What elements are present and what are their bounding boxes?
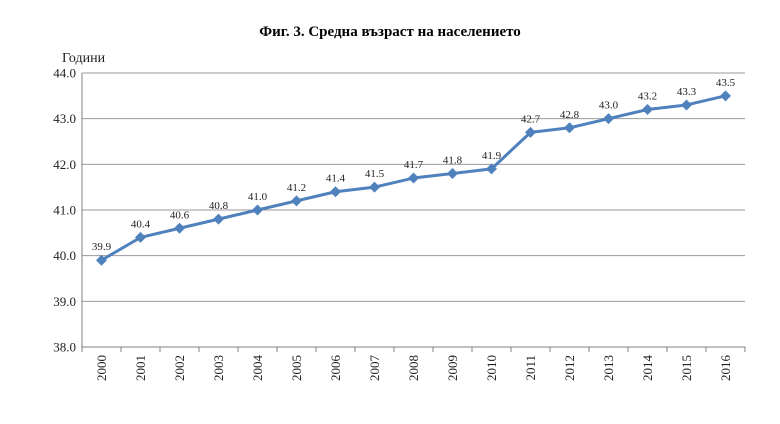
x-tick-label: 2007 bbox=[367, 355, 382, 382]
data-point-marker bbox=[603, 113, 614, 125]
data-point-marker bbox=[96, 254, 107, 266]
data-point-marker bbox=[720, 90, 731, 102]
y-tick-label: 39.0 bbox=[53, 294, 76, 309]
y-tick-label: 43.0 bbox=[53, 111, 76, 126]
y-tick-labels: 38.0 39.0 40.0 41.0 42.0 43.0 44.0 bbox=[53, 66, 76, 355]
data-point-marker bbox=[564, 122, 575, 134]
x-tick-label: 2000 bbox=[94, 355, 109, 381]
data-point-marker bbox=[681, 99, 692, 111]
x-tick-label: 2009 bbox=[445, 355, 460, 381]
data-label: 40.8 bbox=[209, 200, 229, 212]
data-point-marker bbox=[291, 195, 302, 207]
x-tick-labels: 2000 2001 2002 2003 2004 2005 2006 2007 2008 2009… bbox=[94, 355, 733, 382]
x-tick-label: 2012 bbox=[562, 355, 577, 381]
data-point-marker bbox=[369, 181, 380, 193]
data-point-marker bbox=[135, 231, 146, 243]
x-tick-label: 2004 bbox=[250, 355, 265, 382]
data-label: 39.9 bbox=[92, 241, 112, 253]
chart-title: Фиг. 3. Средна възраст на населението bbox=[259, 24, 521, 40]
y-tick-label: 38.0 bbox=[53, 340, 76, 355]
y-tick-label: 44.0 bbox=[53, 66, 76, 81]
data-label: 42.7 bbox=[521, 113, 541, 125]
gridlines bbox=[82, 72, 745, 302]
x-tick-label: 2002 bbox=[172, 355, 187, 381]
x-tick-label: 2014 bbox=[640, 355, 655, 382]
data-point-marker bbox=[213, 213, 224, 225]
x-tick-label: 2010 bbox=[484, 355, 499, 381]
data-label: 43.3 bbox=[677, 86, 697, 98]
data-label: 41.5 bbox=[365, 168, 385, 180]
y-axis-label: Години bbox=[62, 51, 106, 66]
data-point-marker bbox=[447, 167, 458, 179]
data-label: 43.5 bbox=[716, 77, 736, 89]
data-point-marker bbox=[525, 126, 536, 138]
data-point-marker bbox=[486, 163, 497, 175]
x-tick-label: 2006 bbox=[328, 355, 343, 382]
data-label: 43.0 bbox=[599, 100, 619, 112]
data-label: 41.8 bbox=[443, 154, 463, 166]
x-tick-label: 2003 bbox=[211, 355, 226, 381]
x-tick-label: 2011 bbox=[523, 355, 538, 381]
x-tick-label: 2013 bbox=[601, 355, 616, 381]
x-tick-label: 2015 bbox=[679, 355, 694, 381]
data-label: 40.6 bbox=[170, 209, 190, 221]
data-label: 43.2 bbox=[638, 91, 657, 103]
data-point-marker bbox=[330, 186, 341, 198]
x-tick-label: 2001 bbox=[133, 355, 148, 381]
data-label: 41.2 bbox=[287, 182, 306, 194]
x-tick-label: 2008 bbox=[406, 355, 421, 381]
data-label: 41.4 bbox=[326, 173, 346, 185]
x-tick-label: 2016 bbox=[718, 355, 733, 382]
y-tick-label: 41.0 bbox=[53, 203, 76, 218]
data-point-marker bbox=[642, 104, 653, 116]
data-label: 42.8 bbox=[560, 109, 580, 121]
x-tick-label: 2005 bbox=[289, 355, 304, 381]
data-point-marker bbox=[252, 204, 263, 216]
data-label: 41.9 bbox=[482, 150, 502, 162]
series-markers bbox=[96, 90, 731, 266]
y-tick-label: 40.0 bbox=[53, 248, 76, 263]
data-point-marker bbox=[174, 222, 185, 234]
data-labels: 39.9 40.4 40.6 40.8 41.0 41.2 41.4 41.5 41.7 41.8… bbox=[92, 77, 736, 253]
data-label: 40.4 bbox=[131, 218, 151, 230]
y-tick-label: 42.0 bbox=[53, 157, 76, 172]
axes bbox=[81, 73, 746, 352]
data-label: 41.0 bbox=[248, 191, 268, 203]
data-point-marker bbox=[408, 172, 419, 184]
data-label: 41.7 bbox=[404, 159, 424, 171]
